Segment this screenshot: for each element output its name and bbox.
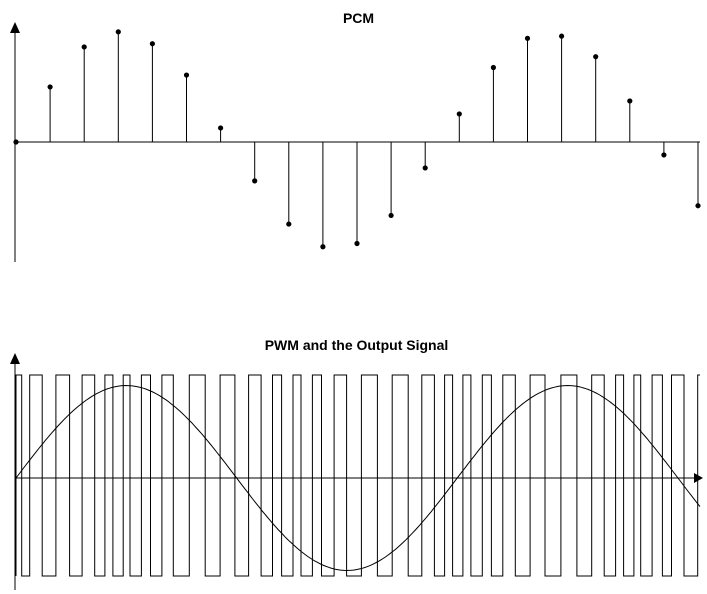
chart-title-pcm: PCM	[342, 10, 375, 26]
pcm-sample-point-18	[627, 98, 633, 104]
pcm-sample-point-8	[286, 221, 292, 227]
pcm-sample-point-16	[559, 33, 565, 39]
pcm-sample-point-10	[354, 240, 360, 247]
pcm-sample-point-19	[661, 152, 667, 158]
pcm-sample-point-9	[320, 244, 326, 250]
chart-title-pwm: PWM and the Output Signal	[264, 337, 449, 353]
pcm-sample-point-1	[47, 84, 53, 90]
pwm-square-wave	[15, 374, 700, 577]
pcm-sample-point-11	[388, 212, 394, 219]
pcm-sample-point-14	[490, 64, 496, 71]
output-signal-line	[15, 384, 701, 572]
pcm-sample-point-13	[456, 111, 462, 117]
pcm-sample-point-3	[115, 29, 121, 35]
pcm-sample-point-7	[252, 178, 258, 184]
pcm-sample-point-4	[149, 41, 155, 47]
pcm-sample-point-0	[13, 139, 19, 145]
pcm-sample-point-15	[524, 35, 531, 41]
pcm-sample-point-6	[218, 125, 224, 131]
pcm-sample-point-12	[422, 165, 428, 171]
pwm-y-axis-arrow	[10, 353, 20, 364]
pcm-sample-point-5	[183, 72, 190, 78]
pcm-chart	[10, 22, 701, 262]
pcm-sample-point-20	[695, 203, 701, 209]
pcm-sample-point-2	[81, 44, 87, 50]
pcm-y-axis-arrow	[10, 22, 20, 33]
pcm-sample-point-17	[593, 54, 599, 60]
pwm-x-axis-arrow	[694, 473, 703, 483]
